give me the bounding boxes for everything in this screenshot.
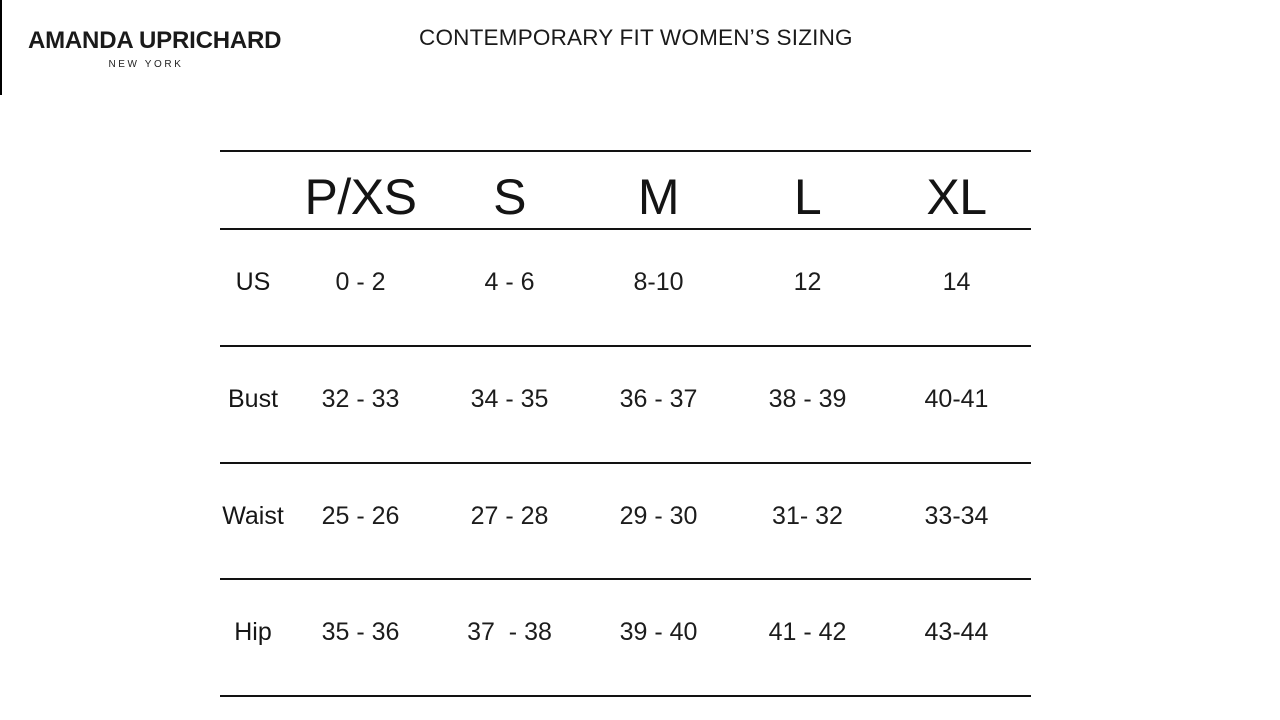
size-value: 41 - 42 xyxy=(768,618,847,647)
size-column-header-s: S xyxy=(493,169,526,225)
row-label-bust: Bust xyxy=(227,384,279,413)
size-value: 33-34 xyxy=(924,501,989,530)
size-value: 34 - 35 xyxy=(470,384,549,413)
size-column-header-m: M xyxy=(637,169,680,225)
size-value: 38 - 39 xyxy=(768,384,847,413)
table-row-hip: Hip 35 - 36 37 - 38 39 - 40 41 - 42 43-4… xyxy=(220,580,1031,697)
size-value: 8-10 xyxy=(633,268,684,296)
size-value: 25 - 26 xyxy=(321,501,400,530)
brand-subtitle: NEW YORK xyxy=(108,59,184,70)
page-edge-mark xyxy=(0,0,2,95)
size-value: 39 - 40 xyxy=(619,618,698,647)
size-value: 36 - 37 xyxy=(619,384,698,413)
row-label-waist: Waist xyxy=(222,501,284,530)
size-value: 35 - 36 xyxy=(321,618,400,647)
size-value: 31- 32 xyxy=(772,501,843,530)
size-value: 4 - 6 xyxy=(484,268,535,296)
size-value: 14 xyxy=(942,268,971,296)
size-column-header-l: L xyxy=(793,169,822,225)
size-value: 29 - 30 xyxy=(619,501,698,530)
size-value: 27 - 28 xyxy=(470,501,549,530)
size-value: 40-41 xyxy=(924,384,989,413)
size-chart-header-row: P/XS S M L XL xyxy=(220,150,1031,230)
row-label-us: US xyxy=(235,268,271,296)
size-value: 32 - 33 xyxy=(321,384,400,413)
page-title: CONTEMPORARY FIT WOMEN’S SIZING xyxy=(419,25,853,50)
table-row-waist: Waist 25 - 26 27 - 28 29 - 30 31- 32 33-… xyxy=(220,464,1031,581)
table-row-us: US 0 - 2 4 - 6 8-10 12 14 xyxy=(220,230,1031,347)
size-value: 37 - 38 xyxy=(467,618,552,647)
brand-name: AMANDA UPRICHARD xyxy=(28,27,282,54)
size-value: 12 xyxy=(793,268,822,296)
row-label-hip: Hip xyxy=(234,618,272,647)
size-value: 43-44 xyxy=(924,618,989,647)
brand-logo: AMANDA UPRICHARD NEW YORK xyxy=(28,27,282,70)
corner-cell xyxy=(220,183,286,197)
size-column-header-xl: XL xyxy=(926,169,987,225)
size-chart: P/XS S M L XL US 0 - 2 4 - 6 8-10 12 14 … xyxy=(220,150,1031,697)
size-column-header-pxs: P/XS xyxy=(304,169,417,225)
size-value: 0 - 2 xyxy=(335,268,386,296)
table-row-bust: Bust 32 - 33 34 - 35 36 - 37 38 - 39 40-… xyxy=(220,347,1031,464)
